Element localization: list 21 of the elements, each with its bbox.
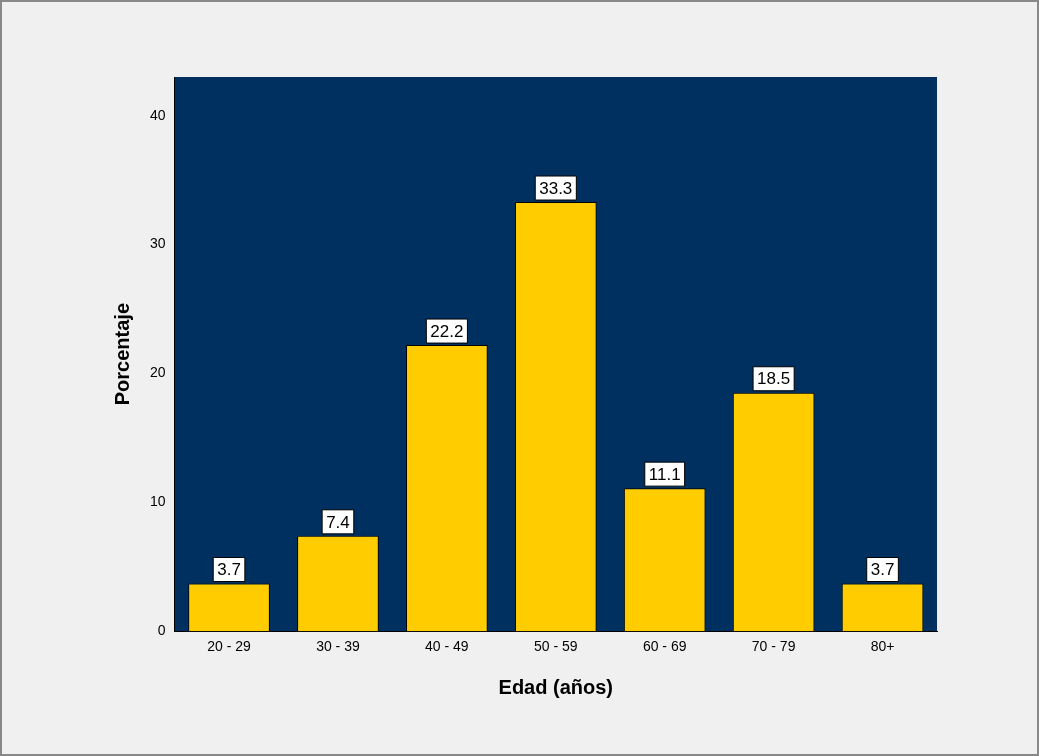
x-tick-label: 60 - 69	[642, 638, 687, 655]
data-label: 3.7	[870, 560, 895, 580]
x-tick-label: 80+	[870, 638, 895, 655]
data-label: 11.1	[648, 464, 681, 484]
y-tick-label: 30	[149, 235, 166, 252]
data-label: 3.7	[217, 560, 241, 580]
data-label: 33.3	[539, 178, 573, 198]
x-tick-label: 30 - 39	[316, 638, 360, 655]
y-axis-title: Porcentaje	[110, 302, 133, 406]
y-tick-label: 40	[149, 106, 166, 123]
x-tick-label: 70 - 79	[751, 638, 796, 655]
data-label: 22.2	[430, 321, 464, 341]
y-tick-label: 0	[157, 622, 166, 639]
y-tick-label: 20	[149, 364, 166, 381]
x-axis-title: Edad (años)	[498, 675, 614, 698]
data-label: 18.5	[757, 369, 791, 389]
x-tick-label: 50 - 59	[533, 638, 578, 655]
y-tick-label: 10	[149, 493, 166, 510]
x-tick-label: 40 - 49	[425, 638, 469, 655]
data-label: 7.4	[326, 512, 350, 532]
x-tick-label: 20 - 29	[207, 638, 252, 655]
